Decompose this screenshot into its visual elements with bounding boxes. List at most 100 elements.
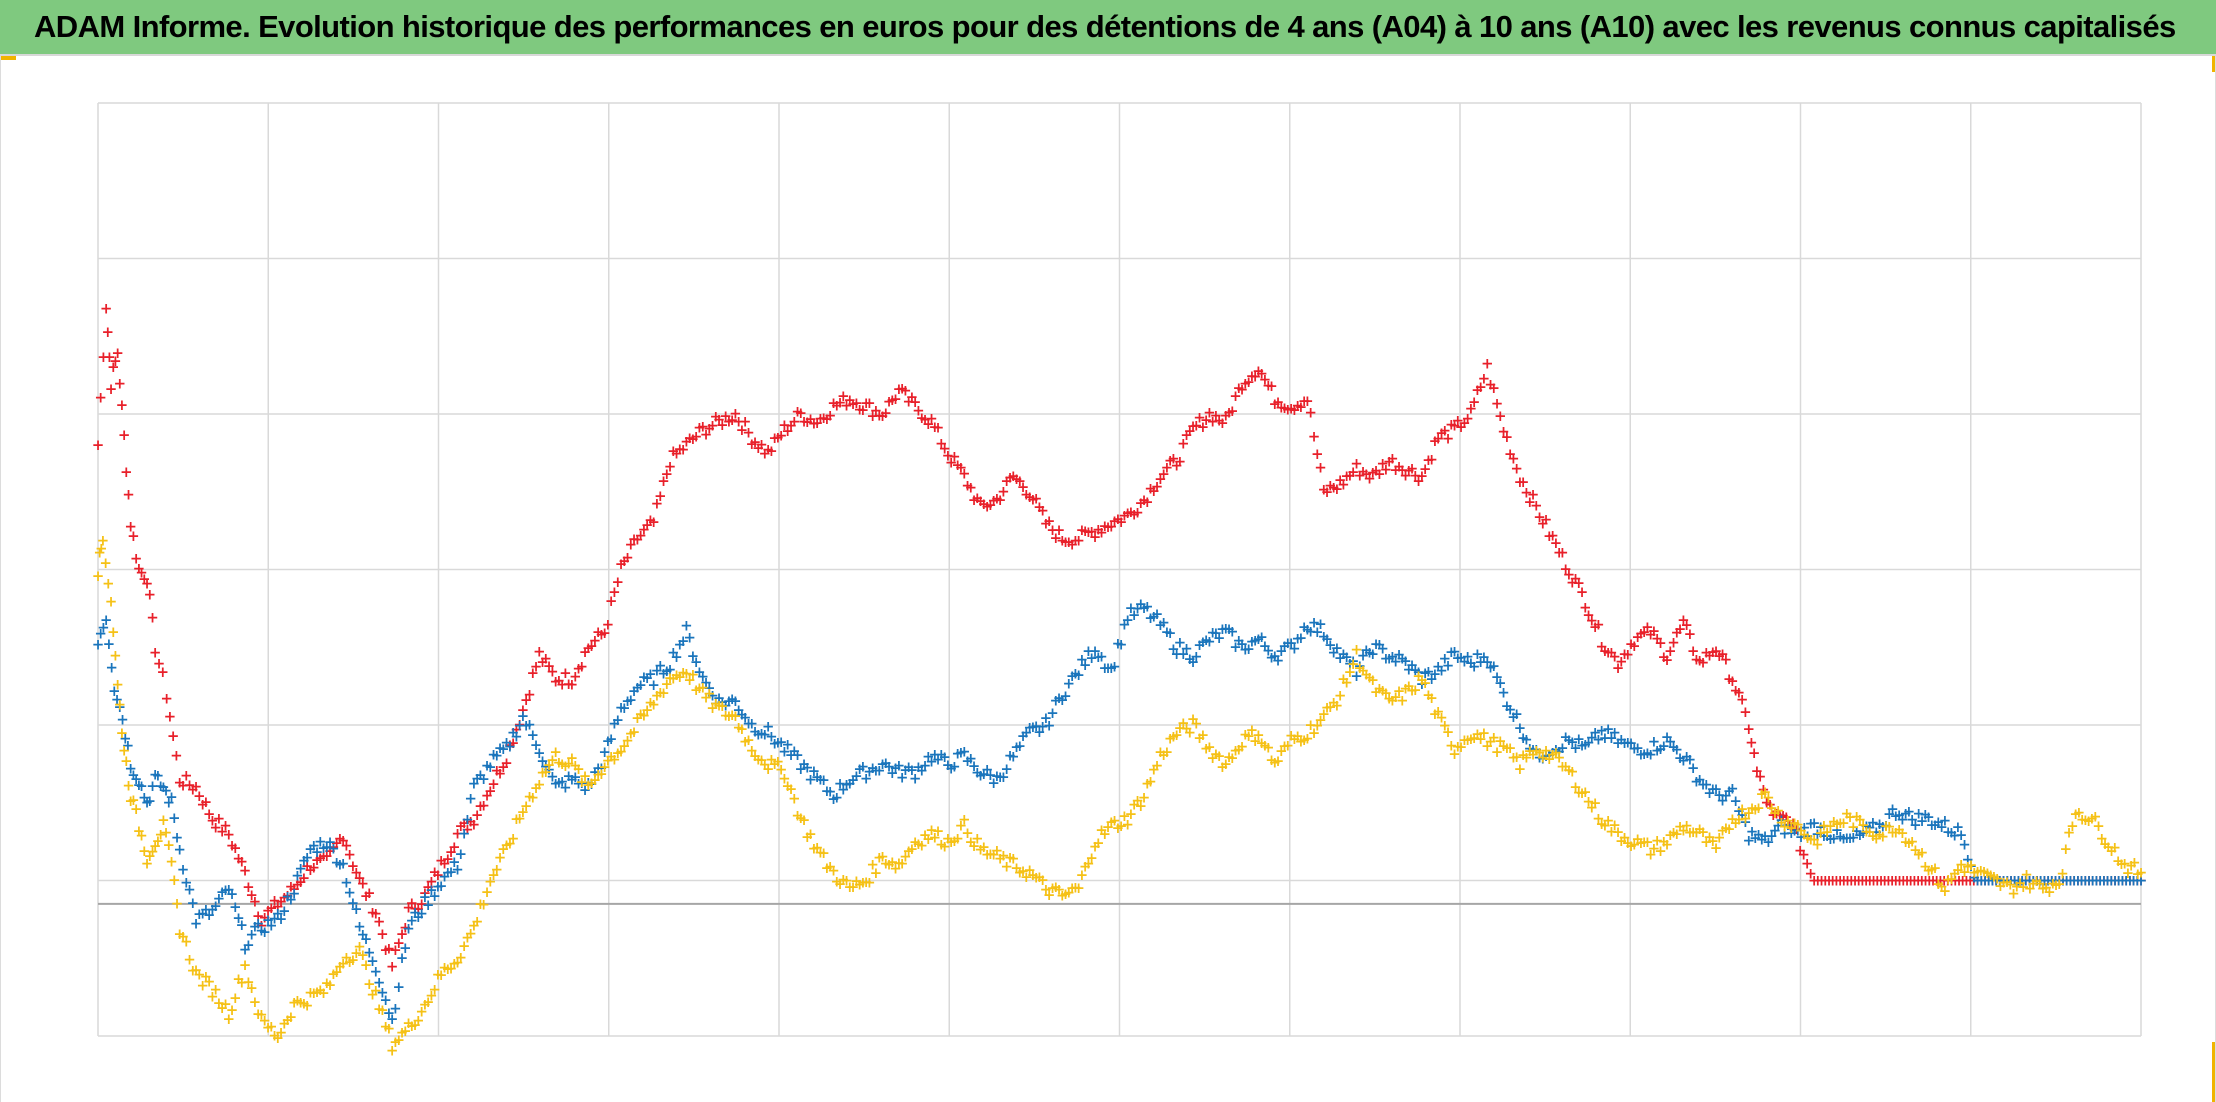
series-1-marker: + — [474, 797, 487, 815]
series-1-marker: + — [103, 348, 116, 366]
series-1-marker: + — [1964, 872, 1977, 890]
series-1-marker: + — [1949, 872, 1962, 890]
series-1-marker: + — [1252, 362, 1265, 380]
series-1-marker: + — [964, 478, 977, 496]
series-1-marker: + — [1056, 532, 1069, 550]
series-1-marker: + — [203, 805, 216, 823]
series-1-marker: + — [1612, 659, 1625, 677]
series-1-marker: + — [491, 762, 504, 780]
series-1-marker: + — [1667, 634, 1680, 652]
series-1-marker: + — [373, 912, 386, 930]
series-2-marker: + — [389, 1000, 402, 1018]
series-1-marker: + — [732, 412, 745, 430]
series-1-marker: + — [1777, 807, 1790, 825]
series-1-marker: + — [1723, 670, 1736, 688]
series-1-marker: + — [1285, 400, 1298, 418]
series-1-marker: + — [1040, 515, 1053, 533]
series-2-marker: + — [114, 698, 127, 716]
series-1-marker: + — [1367, 463, 1380, 481]
series-1-marker: + — [1092, 521, 1105, 539]
series-3-marker: + — [2135, 864, 2148, 882]
series-1-marker: + — [487, 775, 500, 793]
series-3-marker: + — [114, 696, 127, 714]
series-1-marker: + — [399, 919, 412, 937]
series-1-marker: + — [664, 458, 677, 476]
series-1-marker: + — [141, 575, 154, 593]
series-1-marker: + — [1484, 375, 1497, 393]
series-1-marker: + — [1530, 497, 1543, 515]
series-1-marker: + — [968, 491, 981, 509]
series-1-marker: + — [271, 897, 284, 915]
series-3-marker: + — [107, 623, 120, 641]
series-1-marker: + — [984, 496, 997, 514]
series-1-marker: + — [1380, 460, 1393, 478]
series-1-marker: + — [1787, 814, 1800, 832]
series-1-marker: + — [556, 675, 569, 693]
series-1-marker: + — [546, 663, 559, 681]
series-1-marker: + — [268, 892, 281, 910]
series-1-marker: + — [696, 417, 709, 435]
series-1-marker: + — [419, 884, 432, 902]
chart-marks: ++++++++++++++++++++++++++++++++++++++++… — [92, 300, 2148, 1060]
series-1-marker: + — [360, 887, 373, 905]
series-1-marker: + — [1344, 467, 1357, 485]
series-1-marker: + — [1017, 478, 1030, 496]
series-1-marker: + — [1275, 398, 1288, 416]
series-3-marker: + — [788, 789, 801, 807]
series-1-marker: + — [1751, 762, 1764, 780]
series-1-marker: + — [1242, 373, 1255, 391]
series-1-marker: + — [1537, 514, 1550, 532]
series-1-marker: + — [1049, 529, 1062, 547]
series-1-marker: + — [334, 830, 347, 848]
series-1-marker: + — [317, 847, 330, 865]
series-1-marker: + — [1994, 872, 2007, 890]
series-1-marker: + — [262, 902, 275, 920]
series-1-marker: + — [834, 393, 847, 411]
series-1-marker: + — [1066, 536, 1079, 554]
series-1-marker: + — [1337, 475, 1350, 493]
series-1-marker: + — [1429, 432, 1442, 450]
series-1-marker: + — [1986, 872, 1999, 890]
series-1-marker: + — [1128, 506, 1141, 524]
series-1-marker: + — [886, 391, 899, 409]
series-1-marker: + — [592, 623, 605, 641]
series-1-marker: + — [1471, 381, 1484, 399]
series-1-marker: + — [1236, 381, 1249, 399]
series-1-marker: + — [1871, 872, 1884, 890]
series-1-marker: + — [1416, 467, 1429, 485]
series-1-marker: + — [1510, 460, 1523, 478]
series-1-marker: + — [1764, 796, 1777, 814]
series-1-marker: + — [2116, 872, 2129, 890]
series-1-marker: + — [1726, 672, 1739, 690]
series-1-marker: + — [1919, 872, 1932, 890]
series-1-marker: + — [481, 786, 494, 804]
series-1-marker: + — [517, 701, 530, 719]
series-1-marker: + — [116, 396, 129, 414]
series-1-marker: + — [948, 447, 961, 465]
series-3-marker: + — [130, 800, 143, 818]
series-1-marker: + — [167, 727, 180, 745]
series-1-marker: + — [660, 465, 673, 483]
series-1-marker: + — [249, 892, 262, 910]
series-1-marker: + — [1812, 872, 1825, 890]
series-1-marker: + — [1886, 872, 1899, 890]
series-1-marker: + — [2012, 872, 2025, 890]
series-1-marker: + — [713, 411, 726, 429]
series-1-marker: + — [925, 410, 938, 428]
series-1-marker: + — [507, 734, 520, 752]
series-1-marker: + — [1523, 493, 1536, 511]
series-1-marker: + — [2049, 872, 2062, 890]
series-1-marker: + — [1125, 503, 1138, 521]
series-1-marker: + — [1507, 449, 1520, 467]
series-1-marker: + — [778, 416, 791, 434]
series-1-marker: + — [1543, 527, 1556, 545]
series-1-marker: + — [1118, 506, 1131, 524]
series-1-marker: + — [1259, 370, 1272, 388]
series-1-marker: + — [987, 491, 1000, 509]
series-1-marker: + — [912, 402, 925, 420]
series-1-marker: + — [1693, 651, 1706, 669]
series-1-marker: + — [991, 490, 1004, 508]
series-1-marker: + — [710, 407, 723, 425]
series-1-marker: + — [611, 573, 624, 591]
series-1-marker: + — [1233, 379, 1246, 397]
